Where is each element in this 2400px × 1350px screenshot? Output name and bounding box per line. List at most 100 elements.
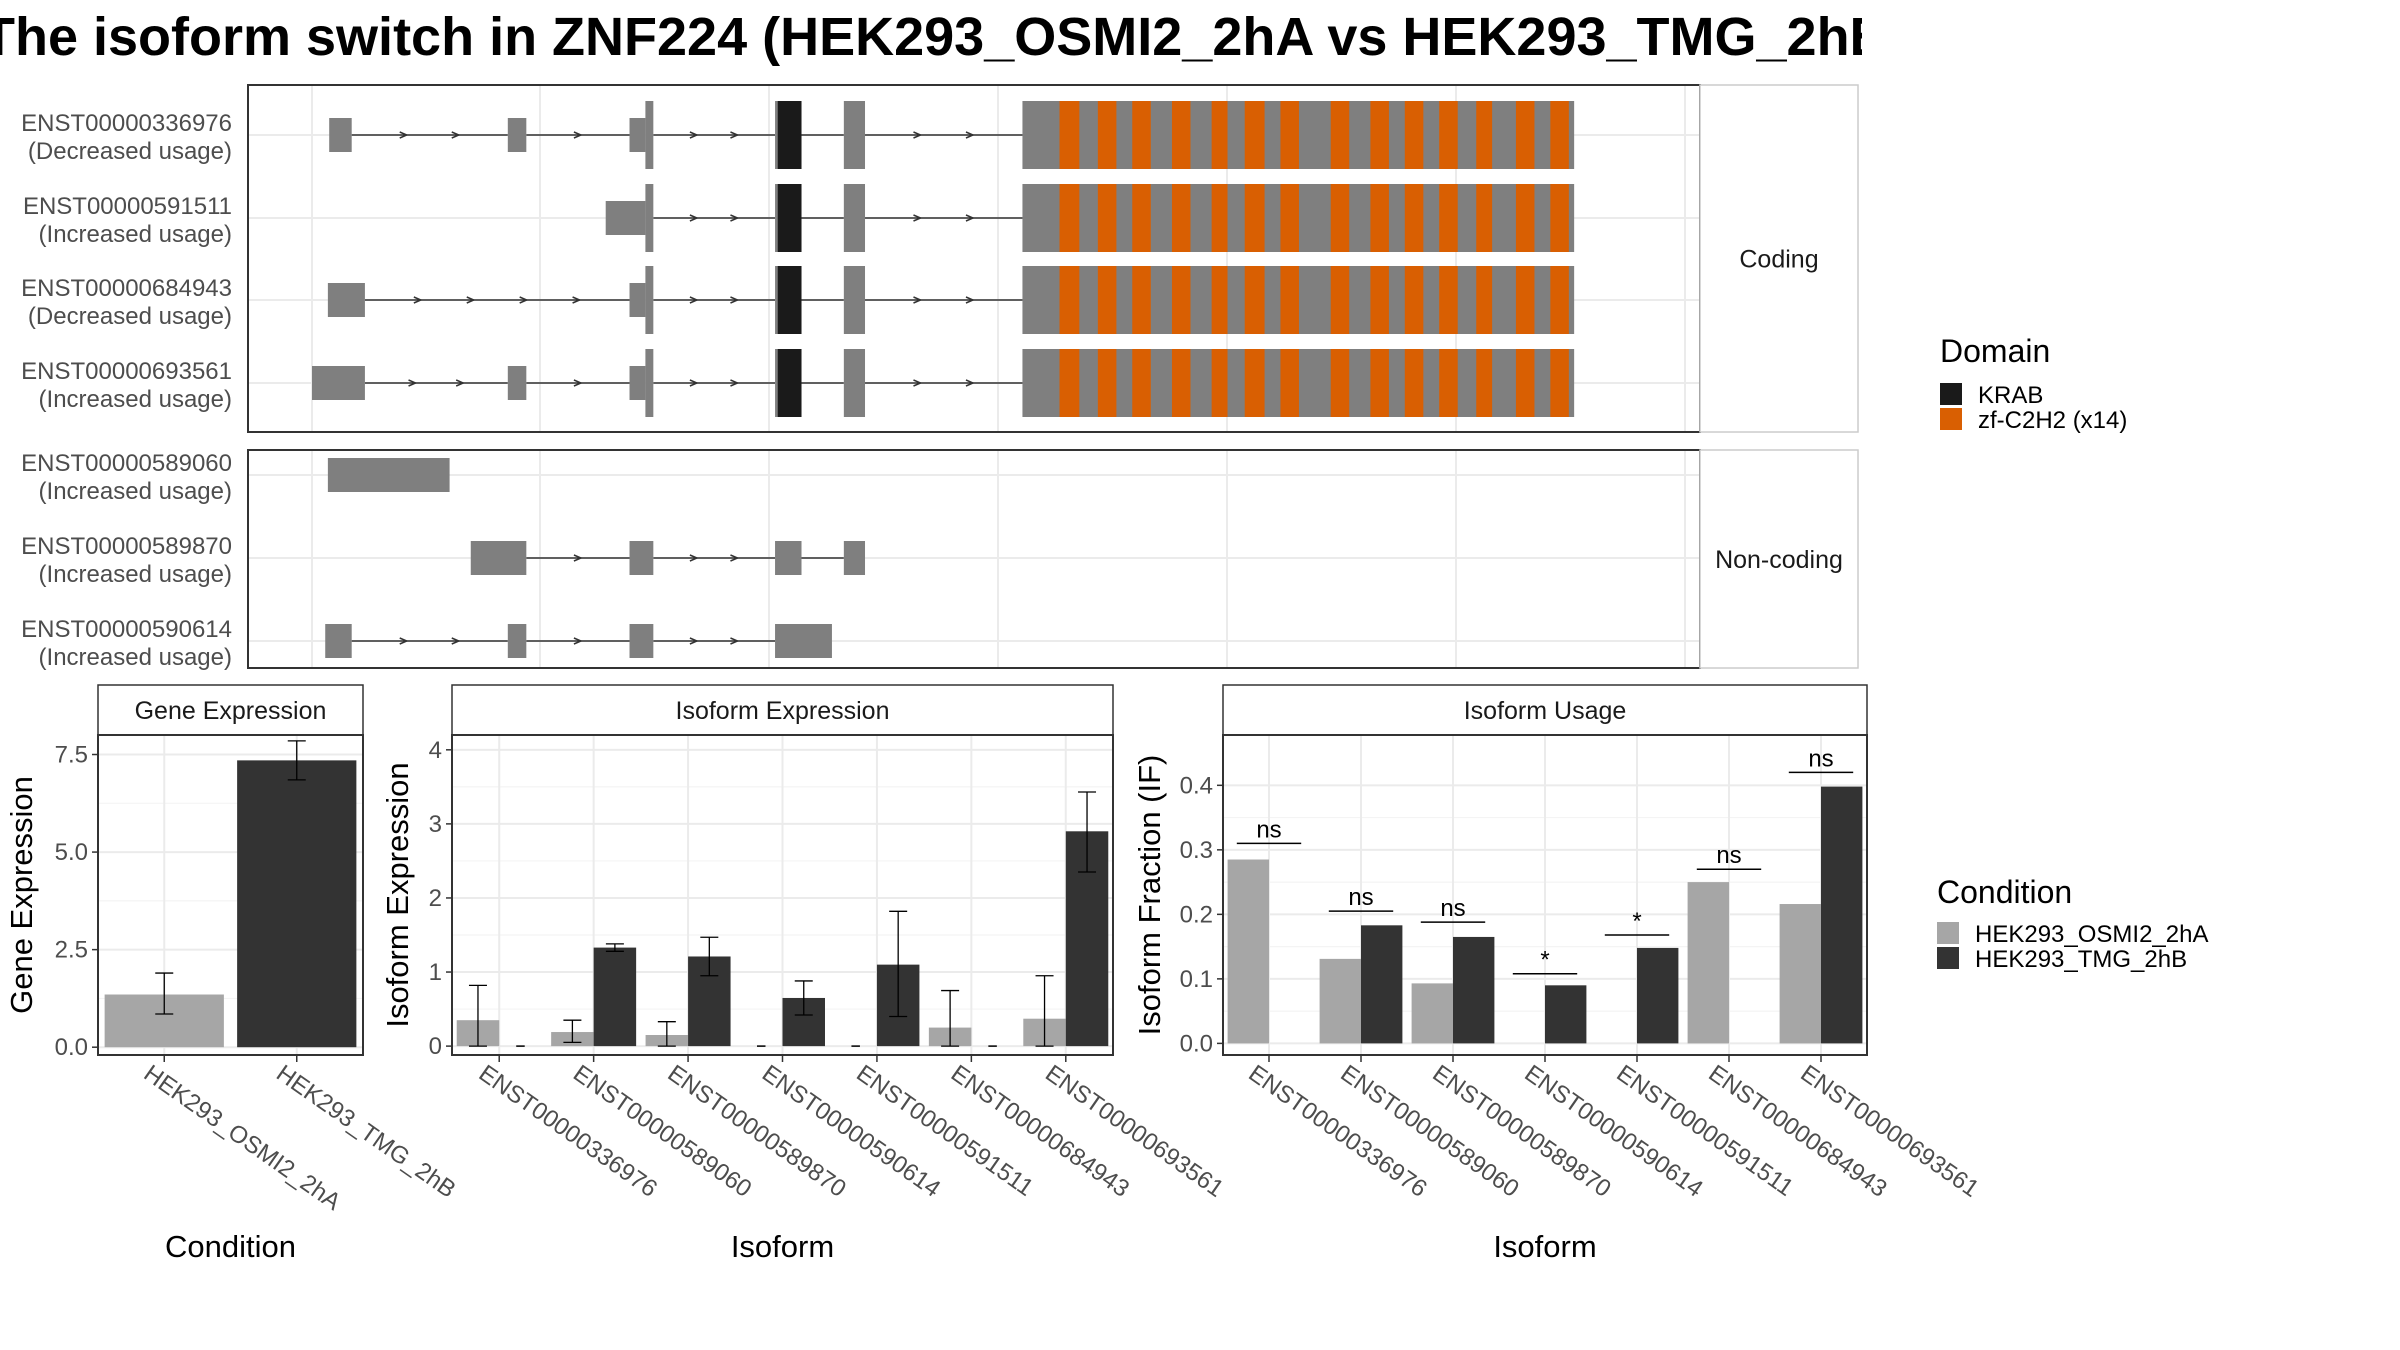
znf-domain xyxy=(1171,266,1191,334)
intron-arrow xyxy=(913,379,923,387)
significance-label: ns xyxy=(1256,816,1281,843)
znf-domain xyxy=(1244,266,1265,334)
utr-exon xyxy=(507,624,527,658)
significance-label: * xyxy=(1540,947,1549,974)
intron-arrow xyxy=(399,131,409,139)
intron-arrow xyxy=(689,379,699,387)
znf-domain xyxy=(1404,184,1424,252)
znf-domain xyxy=(1439,101,1458,169)
znf-domain xyxy=(1244,349,1265,417)
znf-domain xyxy=(1097,101,1117,169)
znf-domain xyxy=(1370,184,1389,252)
intron-arrow xyxy=(689,554,699,562)
noncoding-strip xyxy=(1699,449,1859,669)
y-tick-label: 0.4 xyxy=(1180,772,1213,799)
bar xyxy=(237,760,357,1048)
condition-legend-label: HEK293_OSMI2_2hA xyxy=(1975,921,2208,948)
significance-label: ns xyxy=(1348,884,1373,911)
bar xyxy=(1821,786,1863,1044)
znf-domain xyxy=(1059,266,1080,334)
x-tick-label: ENST00000693561 xyxy=(1040,1060,1228,1203)
krab-domain xyxy=(777,184,802,252)
y-tick-label: 3 xyxy=(429,811,442,838)
intron-arrow xyxy=(451,131,461,139)
domain-legend-key xyxy=(1940,383,1962,405)
intron-arrow xyxy=(573,637,583,645)
krab-domain xyxy=(777,101,802,169)
znf-domain xyxy=(1515,184,1535,252)
intron-arrow xyxy=(913,296,923,304)
panel-title: Isoform Usage xyxy=(1464,697,1627,725)
bar xyxy=(593,947,637,1047)
krab-domain xyxy=(777,349,802,417)
significance-label: * xyxy=(1632,908,1641,935)
znf-domain xyxy=(1550,349,1569,417)
znf-domain xyxy=(1330,349,1350,417)
intron-arrow xyxy=(689,637,699,645)
utr-exon xyxy=(507,366,527,400)
intron-arrow xyxy=(689,131,699,139)
znf-domain xyxy=(1404,349,1424,417)
znf-domain xyxy=(1370,101,1389,169)
znf-domain xyxy=(1476,349,1493,417)
transcript-usage-label: (Decreased usage) xyxy=(28,138,232,165)
cds-exon xyxy=(775,184,778,252)
transcript-id-label: ENST00000336976 xyxy=(21,110,232,137)
krab-domain xyxy=(777,266,802,334)
bar xyxy=(1637,947,1679,1044)
utr-exon xyxy=(329,118,352,152)
x-axis-title: Isoform xyxy=(1493,1229,1596,1264)
znf-domain xyxy=(1280,184,1299,252)
intron-arrow xyxy=(451,637,461,645)
transcript-id-label: ENST00000684943 xyxy=(21,275,232,302)
utr-exon xyxy=(775,624,832,658)
condition-legend-key xyxy=(1937,947,1959,969)
znf-domain xyxy=(1404,101,1424,169)
znf-domain xyxy=(1132,184,1151,252)
utr-exon xyxy=(327,458,450,492)
utr-exon xyxy=(629,118,646,152)
cds-exon xyxy=(775,101,778,169)
znf-domain xyxy=(1059,101,1080,169)
utr-exon xyxy=(629,624,654,658)
y-tick-label: 0.1 xyxy=(1180,966,1213,993)
transcript-usage-label: (Increased usage) xyxy=(39,478,232,505)
znf-domain xyxy=(1515,266,1535,334)
znf-domain xyxy=(1370,266,1389,334)
znf-domain xyxy=(1550,266,1569,334)
isoform-usage-panel: Isoform Usage 0.0 0.1 0.2 0.3 0.4 ns ns ns * * ns ns… xyxy=(1132,684,1984,1264)
domain-legend-label: zf-C2H2 (x14) xyxy=(1978,407,2127,434)
intron-arrow xyxy=(573,379,583,387)
cds-exon xyxy=(775,266,778,334)
znf-domain xyxy=(1515,101,1535,169)
znf-domain xyxy=(1059,349,1080,417)
znf-domain xyxy=(1280,266,1299,334)
intron-arrow xyxy=(965,379,975,387)
intron-arrow xyxy=(399,637,409,645)
transcript-usage-label: (Increased usage) xyxy=(39,561,232,588)
y-tick-label: 2.5 xyxy=(55,937,88,964)
znf-domain xyxy=(1132,266,1151,334)
utr-exon xyxy=(775,541,802,575)
intron-arrow xyxy=(730,637,740,645)
condition-legend-key xyxy=(1937,922,1959,944)
transcript-id-label: ENST00000693561 xyxy=(21,358,232,385)
intron-arrow xyxy=(730,554,740,562)
znf-domain xyxy=(1097,266,1117,334)
cds-exon xyxy=(843,349,866,417)
znf-domain xyxy=(1244,101,1265,169)
znf-domain xyxy=(1330,266,1350,334)
y-tick-label: 2 xyxy=(429,885,442,912)
x-axis-title: Condition xyxy=(165,1229,296,1264)
y-tick-label: 0.0 xyxy=(1180,1030,1213,1057)
znf-domain xyxy=(1171,349,1191,417)
y-axis-title: Isoform Expression xyxy=(380,762,415,1027)
utr-exon xyxy=(629,541,654,575)
bar xyxy=(1453,936,1495,1044)
y-tick-label: 7.5 xyxy=(55,742,88,769)
noncoding-strip-label: Non-coding xyxy=(1715,546,1843,574)
intron-arrow xyxy=(573,131,583,139)
panel-strip xyxy=(1222,684,1868,736)
utr-exon xyxy=(325,624,352,658)
